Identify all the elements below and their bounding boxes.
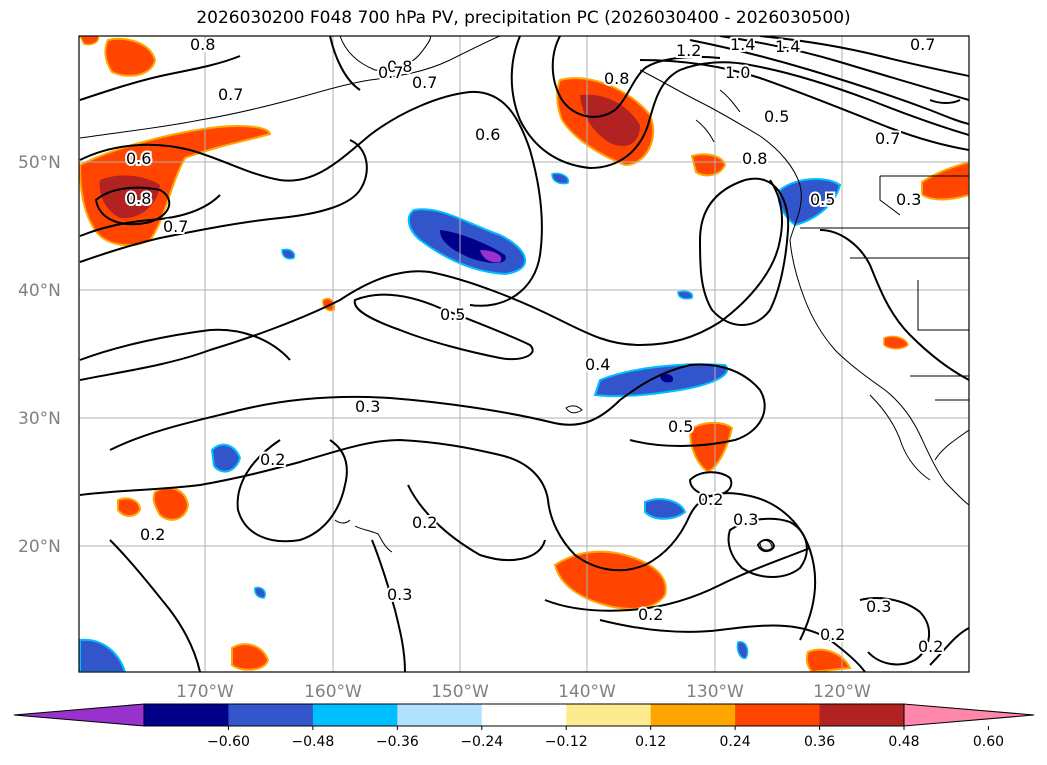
map-title: 2026030200 F048 700 hPa PV, precipitatio… [196,8,851,28]
contour-label: 0.6 [475,125,500,144]
contour-label: 0.2 [638,605,663,624]
colorbar-tick-label: 0.24 [720,734,751,750]
contour-label: 0.7 [412,73,437,92]
contour-label: 0.8 [190,35,215,54]
colorbar-segment [650,704,736,726]
contour-labels: 0.8 0.7 0.8 0.7 0.6 0.8 1.2 1.4 1.4 1.0 … [124,35,945,658]
contour-label: 0.5 [668,417,693,436]
lat-label: 30°N [18,409,61,429]
colorbar: −0.60 −0.48 −0.36 −0.24 −0.12 0.12 0.24 0.36 0.4… [13,703,1035,750]
colorbar-extension-low [13,703,145,727]
contour-label: 0.7 [378,63,403,82]
contour-label: 0.7 [910,35,935,54]
colorbar-tick-label: −0.12 [545,734,588,750]
contour-label: 1.4 [730,35,755,54]
contour-label: 0.8 [742,149,767,168]
contour-label: 0.2 [260,450,285,469]
colorbar-tick-label: 0.36 [804,734,835,750]
colorbar-tick-label: −0.48 [291,734,334,750]
gridlines [79,36,969,672]
colorbar-segment [397,704,483,726]
colorbar-tick-label: −0.60 [207,734,250,750]
contour-label: 0.7 [218,85,243,104]
contour-label: 0.3 [866,597,891,616]
colorbar-tick-label: 0.60 [973,734,1004,750]
contour-label: 0.2 [140,525,165,544]
lat-label: 50°N [18,153,61,173]
lon-label: 150°W [431,682,489,702]
lon-label: 130°W [686,682,744,702]
contour-label: 0.7 [875,129,900,148]
contour-label: 1.4 [775,37,800,56]
contour-label: 0.4 [585,355,610,374]
contour-label: 0.2 [918,637,943,656]
latitude-labels: 50°N 40°N 30°N 20°N [18,153,61,557]
contour-label: 0.3 [733,510,758,529]
contour-label: 0.3 [387,585,412,604]
lon-label: 120°W [813,682,871,702]
contour-label: 0.7 [163,217,188,236]
lat-label: 20°N [18,537,61,557]
pv-contours [79,36,969,672]
colorbar-segment [144,704,229,726]
colorbar-frame [143,703,905,727]
contour-label: 0.2 [698,490,723,509]
map-frame [78,35,970,673]
lon-label: 140°W [558,682,616,702]
colorbar-extension-high [903,703,1035,727]
lat-label: 40°N [18,281,61,301]
contour-label: 0.5 [440,305,465,324]
contour-label: 0.6 [126,149,151,168]
coastlines [79,36,969,553]
contour-label: 1.0 [725,63,750,82]
colorbar-segment [481,704,567,726]
contour-label: 0.3 [355,397,380,416]
contour-label: 0.2 [412,513,437,532]
colorbar-segment [735,704,821,726]
contour-label: 0.5 [810,190,835,209]
colorbar-tick-label: 0.48 [888,734,919,750]
colorbar-tick-label: 0.12 [635,734,666,750]
colorbar-segment [312,704,398,726]
contour-label: 0.8 [126,189,151,208]
contour-label: 0.5 [764,107,789,126]
colorbar-tick-label: −0.36 [376,734,419,750]
colorbar-segment [228,704,314,726]
contour-label: 1.2 [676,41,701,60]
contour-label: 0.8 [387,57,412,76]
contour-label: 0.2 [820,625,845,644]
lon-label: 170°W [176,682,234,702]
lon-label: 160°W [304,682,362,702]
colorbar-tick-label: −0.24 [460,734,503,750]
colorbar-segment [566,704,652,726]
longitude-labels: 170°W 160°W 150°W 140°W 130°W 120°W [176,682,871,702]
colorbar-segment [819,704,905,726]
contour-label: 0.3 [896,190,921,209]
contour-label: 0.8 [604,69,629,88]
